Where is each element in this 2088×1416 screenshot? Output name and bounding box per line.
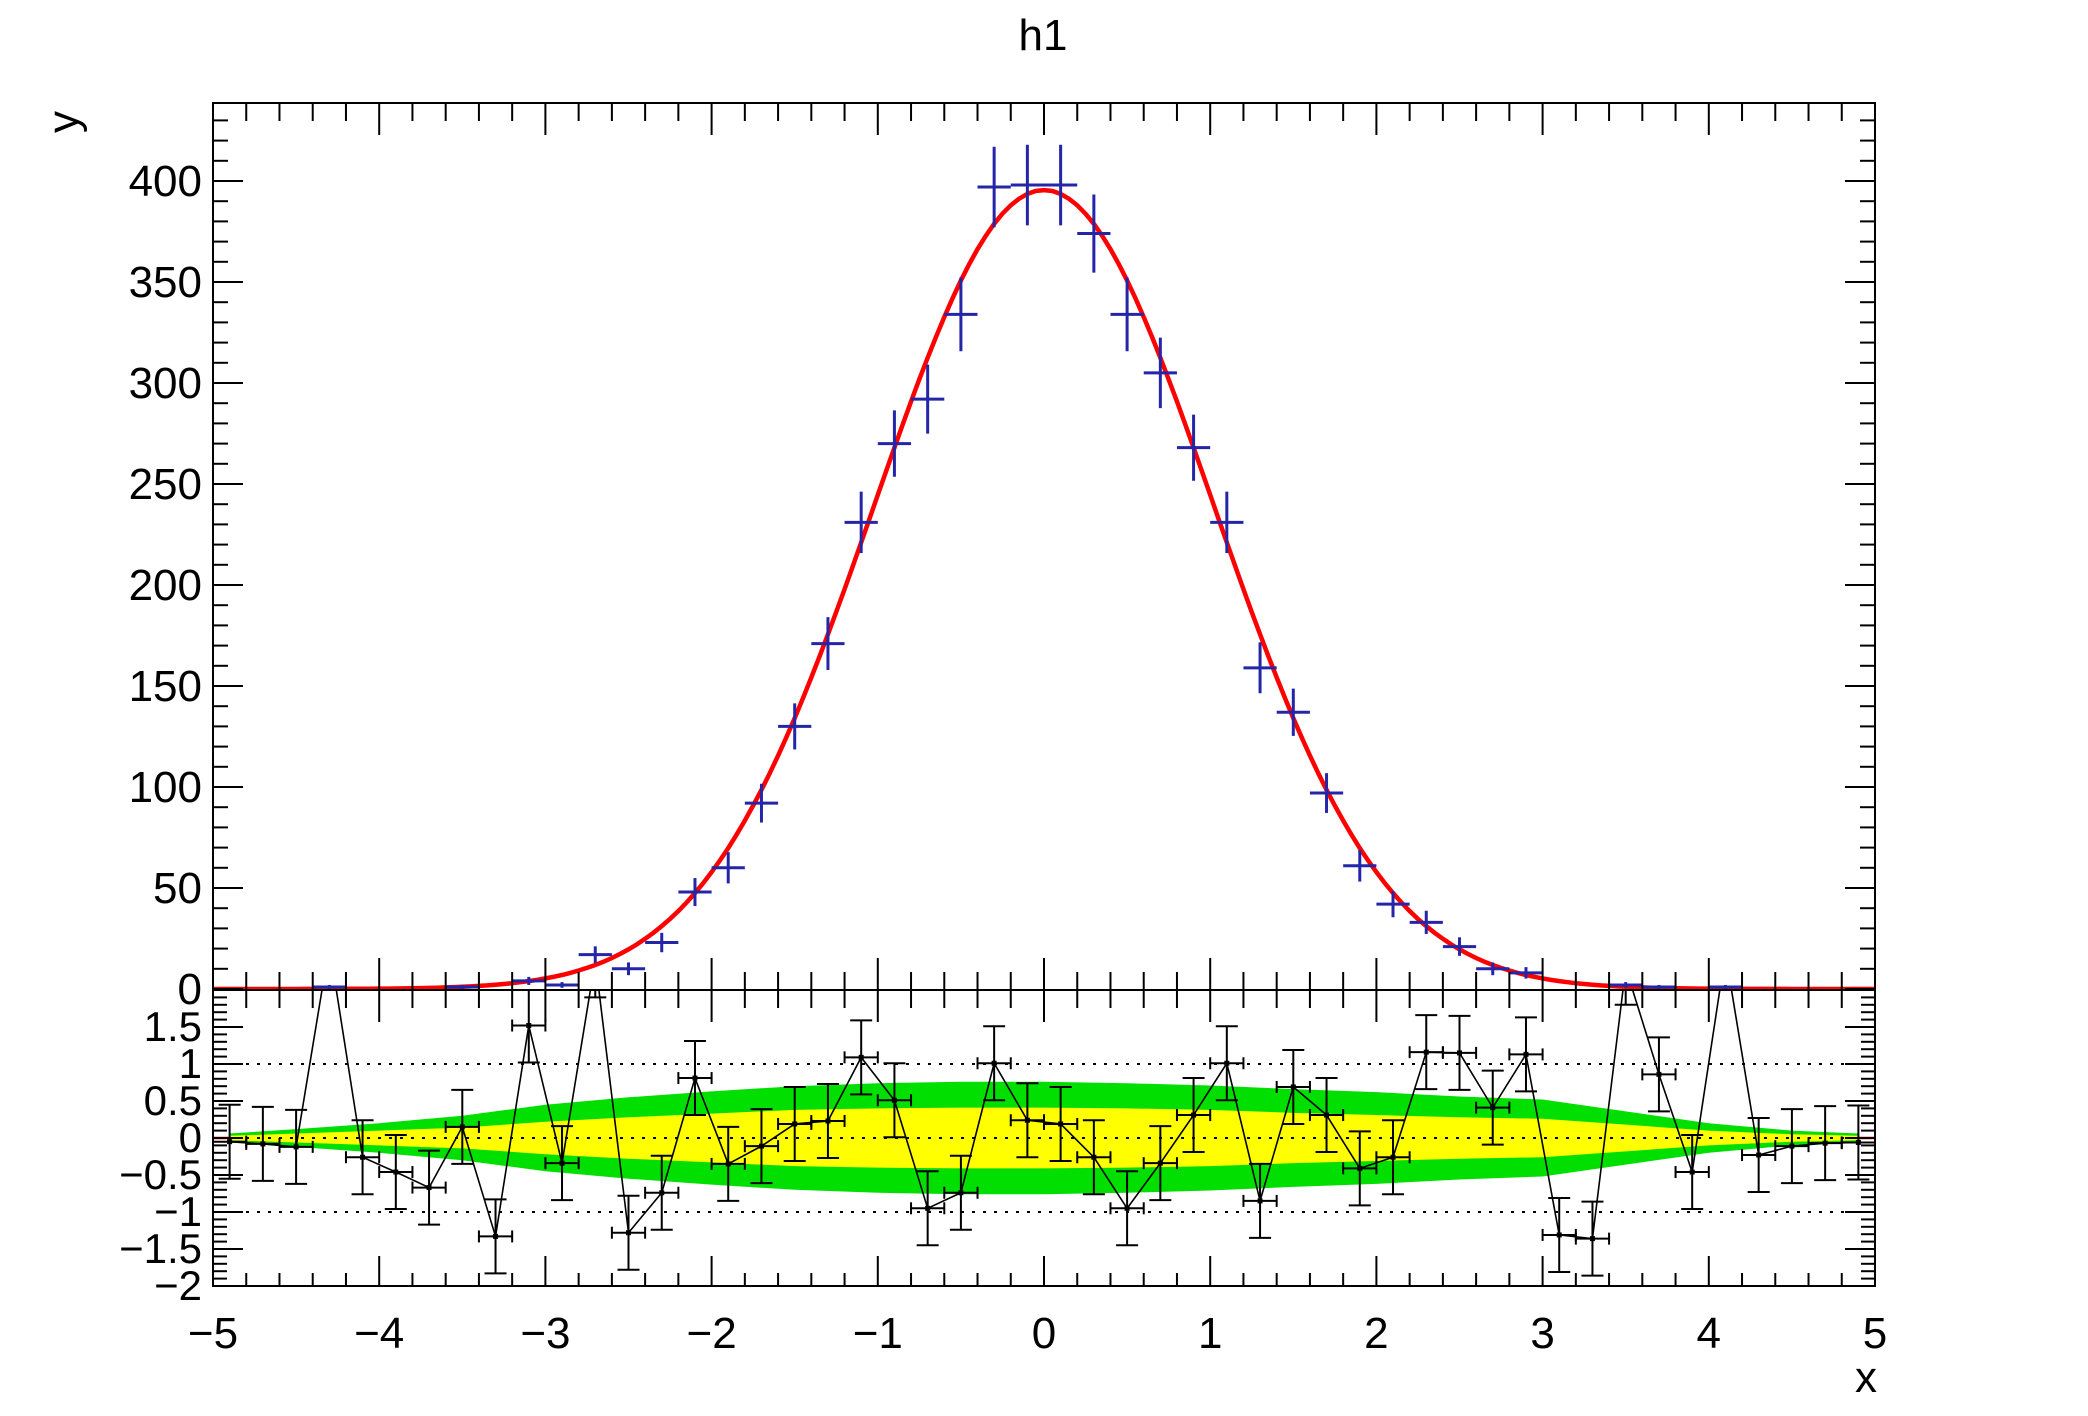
tick-label: −4 [354, 1309, 404, 1358]
tick-label: 350 [129, 258, 202, 307]
tick-label: −5 [188, 1309, 238, 1358]
tick-label: −2 [154, 1262, 202, 1309]
tick-label: 100 [129, 763, 202, 812]
tick-label: 250 [129, 460, 202, 509]
tick-label: 0 [179, 1114, 202, 1161]
pull-graph [213, 990, 1875, 1277]
tick-label: −3 [520, 1309, 570, 1358]
axis-ticks [212, 103, 1876, 1287]
tick-label: 5 [1863, 1309, 1887, 1358]
y-axis-title: y [39, 111, 88, 133]
tick-label: 300 [129, 359, 202, 408]
tick-label: −1 [853, 1309, 903, 1358]
x-axis-title: x [1855, 1353, 1877, 1402]
main-pad-frame [212, 102, 1876, 991]
band-inner [229, 1107, 1859, 1169]
tick-label: 1 [179, 1040, 202, 1087]
plot-title: h1 [1019, 11, 1068, 60]
axis-tick-labels: −5 −4 −3 −2 −1 0 1 2 3 4 5050100150200250300350400… [119, 157, 1887, 1358]
tick-label: 3 [1530, 1309, 1554, 1358]
tick-label: −1 [154, 1188, 202, 1235]
tick-label: −2 [687, 1309, 737, 1358]
gaussian-fit-path [213, 187, 1875, 990]
tick-label: 150 [129, 662, 202, 711]
histogram-points [312, 144, 1743, 989]
tick-label: 200 [129, 561, 202, 610]
tick-label: 1 [1198, 1309, 1222, 1358]
tick-label: 1.5 [144, 1003, 202, 1050]
tick-label: −0.5 [119, 1151, 202, 1198]
tick-label: 0 [178, 965, 202, 1014]
tick-label: 2 [1364, 1309, 1388, 1358]
tick-label: 4 [1697, 1309, 1721, 1358]
reference-lines [213, 1063, 1875, 1213]
tick-label: 50 [153, 864, 202, 913]
fit-curve [213, 187, 1875, 990]
tick-label: −1.5 [119, 1225, 202, 1272]
tick-label: 0 [1032, 1309, 1056, 1358]
tick-label: 0.5 [144, 1077, 202, 1124]
confidence-bands [213, 1081, 1875, 1195]
tick-label: 400 [129, 157, 202, 206]
